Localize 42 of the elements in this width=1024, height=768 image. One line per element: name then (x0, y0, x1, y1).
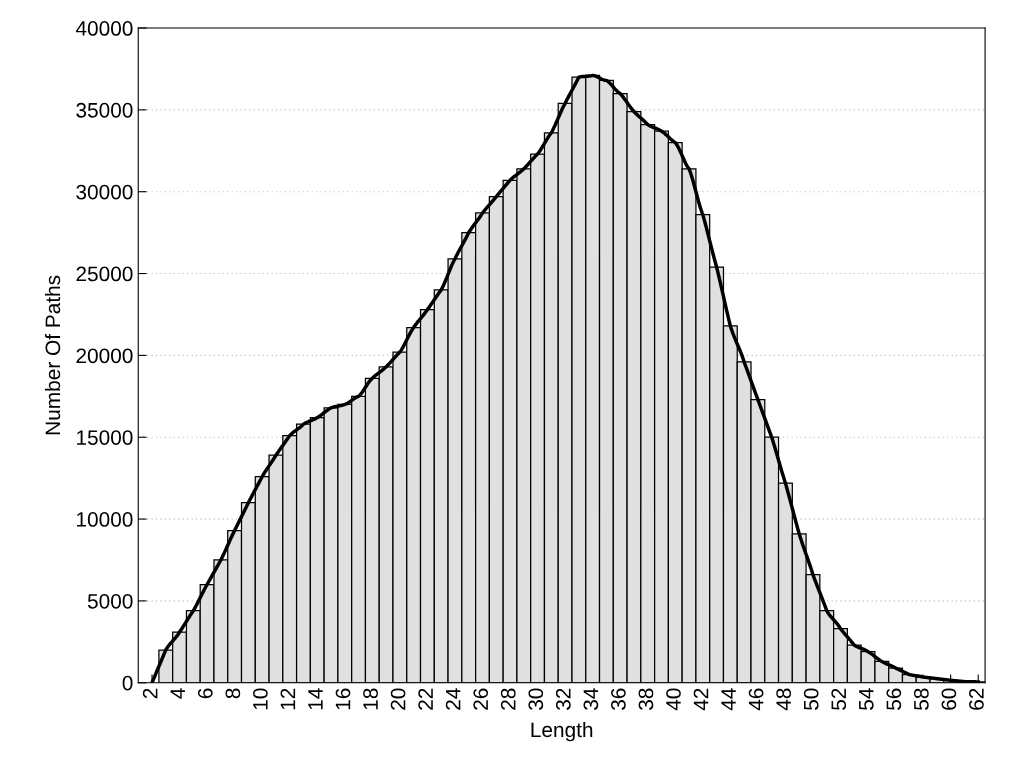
x-tick-label: 46 (748, 688, 764, 711)
x-tick-label: 38 (638, 688, 654, 710)
x-tick-label: 28 (500, 688, 516, 710)
x-tick-label: 30 (528, 688, 544, 710)
x-tick-label: 60 (941, 688, 957, 710)
x-tick-label: 18 (363, 688, 378, 710)
x-tick-label: 34 (583, 688, 599, 710)
x-axis-title: Length (531, 721, 593, 742)
x-tick-label: 58 (913, 688, 929, 710)
x-tick-label: 44 (721, 688, 736, 711)
x-tick-label: 32 (555, 688, 571, 710)
y-tick-label: 5000 (87, 593, 133, 609)
y-tick-label: 40000 (75, 21, 133, 36)
y-tick-label: 30000 (76, 184, 133, 200)
y-tick-label: 0 (122, 675, 133, 691)
x-tick-label: 48 (776, 688, 792, 711)
x-tick-label: 54 (859, 688, 874, 710)
x-tick-label: 14 (308, 688, 323, 710)
x-tick-label: 52 (831, 688, 847, 710)
y-tick-label: 10000 (77, 512, 133, 527)
x-tick-label: 40 (666, 688, 681, 711)
x-tick-label: 4 (170, 688, 185, 699)
x-tick-label: 42 (693, 688, 709, 711)
x-tick-label: 26 (473, 688, 489, 710)
x-tick-label: 22 (418, 688, 433, 710)
x-tick-label: 62 (969, 688, 984, 710)
x-tick-label: 12 (280, 688, 296, 710)
x-tick-label: 6 (197, 688, 213, 699)
y-axis-title: Number Of Paths (44, 275, 61, 435)
x-tick-label: 8 (225, 688, 241, 699)
x-tick-label: 24 (445, 688, 461, 710)
y-tick-label: 20000 (76, 348, 133, 364)
x-tick-label: 20 (390, 688, 406, 710)
x-tick-label: 56 (886, 688, 902, 710)
y-tick-label: 25000 (76, 266, 133, 282)
x-tick-label: 2 (142, 688, 158, 699)
y-tick-label: 35000 (76, 102, 133, 118)
y-tick-label: 15000 (77, 430, 133, 445)
x-tick-label: 36 (611, 688, 626, 710)
x-tick-label: 10 (253, 688, 268, 710)
x-tick-label: 50 (803, 688, 819, 710)
x-tick-label: 16 (335, 688, 351, 710)
